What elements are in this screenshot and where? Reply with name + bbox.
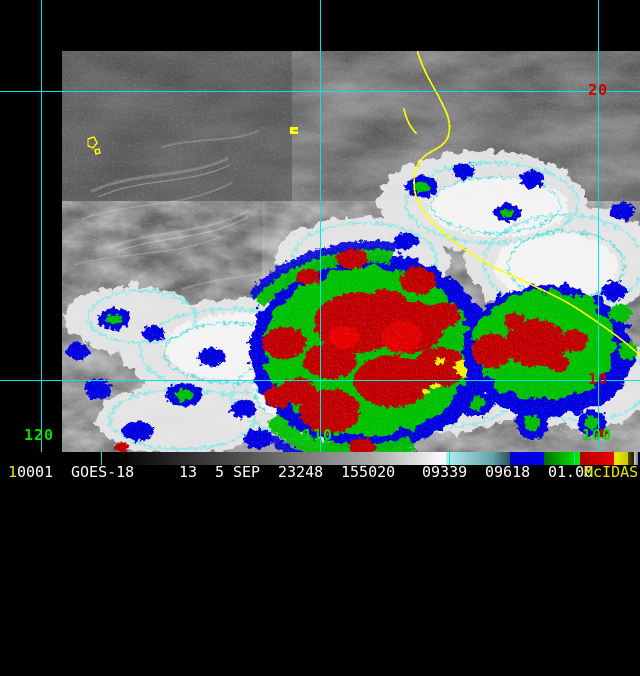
date-day: 5	[215, 463, 225, 481]
cb-seg-navy-tail	[638, 452, 640, 465]
cb-seg-cyan-ramp	[446, 452, 494, 465]
satellite-image-panel[interactable]: 20 10 120 110 100	[0, 0, 640, 452]
frame-id: 0001	[17, 463, 54, 481]
gridline-parallel-20N	[0, 91, 640, 92]
lat-label-10N: 10	[588, 370, 609, 388]
mexico-coastline	[403, 51, 640, 357]
lon-label-100W: 100	[582, 426, 613, 444]
cb-seg-black-ramp	[104, 452, 128, 465]
colorbar-tick-1	[101, 452, 102, 465]
gridline-meridian-110W	[320, 0, 321, 452]
lon-label-120W: 120	[24, 426, 55, 444]
lat-label-20N: 20	[588, 81, 609, 99]
cb-seg-green-ramp	[544, 452, 580, 465]
gridline-meridian-100W	[598, 0, 599, 452]
gridline-meridian-120W	[41, 0, 42, 452]
image-info-line: 1 0001 GOES-18 13 5 SEP 23248 155020 093…	[0, 465, 640, 480]
date-month: SEP	[233, 463, 261, 481]
cb-seg-white-tail	[634, 452, 638, 465]
colorbar-tick-2	[449, 452, 450, 465]
bottom-status-bar: 1 0001 GOES-18 13 5 SEP 23248 155020 093…	[0, 452, 640, 480]
cb-seg-blue-block	[510, 452, 544, 465]
cb-seg-gray-ramp-3	[372, 452, 446, 465]
satellite-name: GOES-18	[71, 463, 135, 481]
nav-value-b: 09618	[485, 463, 531, 481]
nav-value-a: 09339	[422, 463, 468, 481]
island-outline	[87, 136, 101, 155]
cb-seg-black-start	[0, 452, 104, 465]
ir-imagery-canvas	[62, 51, 640, 452]
infrared-satellite-image[interactable]	[62, 51, 640, 452]
cb-seg-gray-ramp-1	[128, 452, 252, 465]
julian-date: 23248	[278, 463, 324, 481]
time-utc: 155020	[341, 463, 396, 481]
band-number: 13	[179, 463, 198, 481]
mcidas-logo: McIDAS	[584, 463, 639, 481]
enhancement-colorbar[interactable]	[0, 452, 640, 465]
cb-seg-dark-olive	[628, 452, 634, 465]
cb-seg-gray-ramp-2	[252, 452, 372, 465]
frame-number: 1	[8, 463, 18, 481]
mcidas-satellite-viewer: 20 10 120 110 100 1	[0, 0, 640, 480]
lon-label-110W: 110	[303, 426, 334, 444]
resolution: 01.00	[548, 463, 594, 481]
colorbar-tick-3	[574, 452, 575, 465]
cb-seg-yellow-block	[614, 452, 628, 465]
cb-seg-teal-dark	[494, 452, 510, 465]
cb-seg-red-block	[580, 452, 614, 465]
gridline-parallel-10N	[0, 380, 640, 381]
